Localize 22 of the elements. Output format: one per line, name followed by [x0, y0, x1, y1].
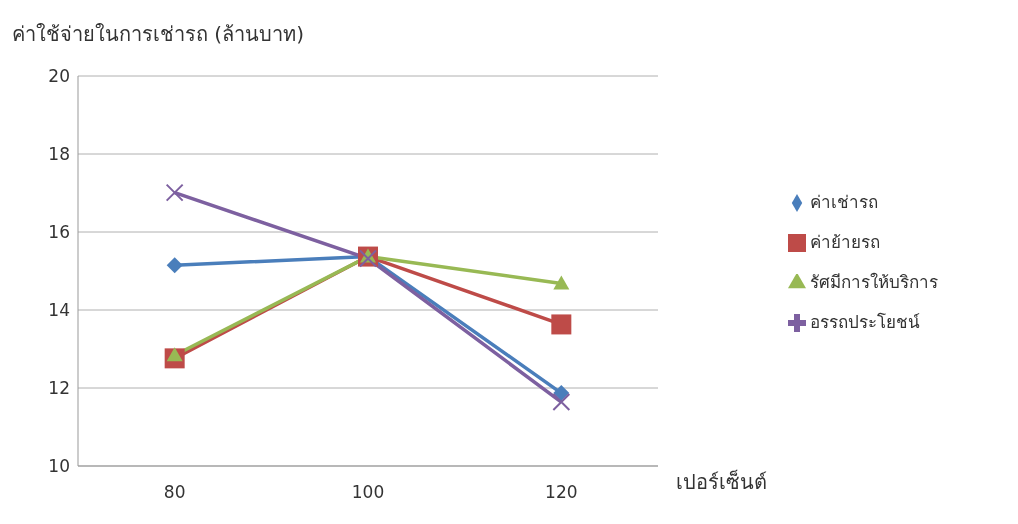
- y-tick-label: 16: [48, 222, 70, 243]
- x-axis-title: เปอร์เซ็นต์: [676, 469, 767, 495]
- point: [553, 385, 570, 402]
- point: [166, 347, 183, 362]
- y-tick-label: 14: [48, 300, 70, 321]
- point: [552, 393, 571, 412]
- x-tick-label: 120: [545, 482, 578, 503]
- x-tick-label: 100: [351, 482, 385, 503]
- legend-label: รัศมีการให้บริการ: [810, 272, 938, 292]
- legend-label: ค่าเช่ารถ: [810, 192, 878, 212]
- point: [551, 314, 572, 335]
- x-tick-label: 80: [163, 482, 186, 503]
- y-tick-label: 10: [48, 456, 70, 477]
- point: [553, 275, 570, 290]
- legend-label: ค่าย้ายรถ: [810, 232, 880, 252]
- y-tick-label: 18: [48, 144, 70, 165]
- point: [166, 257, 183, 274]
- y-tick-label: 12: [48, 378, 70, 399]
- point: [165, 183, 184, 202]
- y-tick-label: 20: [48, 66, 70, 87]
- y-axis-title: ค่าใช้จ่ายในการเช่ารถ (ล้านบาท): [12, 21, 304, 48]
- legend-label: อรรถประโยชน์: [810, 312, 920, 332]
